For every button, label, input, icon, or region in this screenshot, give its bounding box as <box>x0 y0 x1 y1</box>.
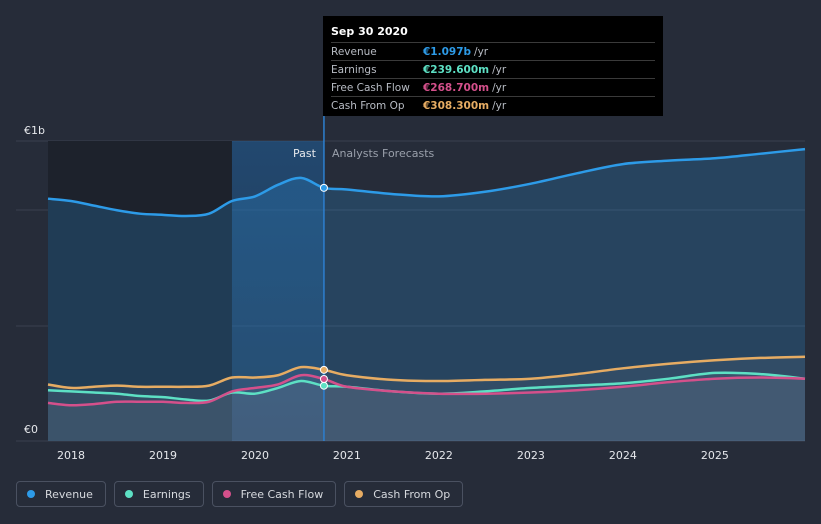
tooltip-label: Earnings <box>331 64 423 76</box>
legend: Revenue Earnings Free Cash Flow Cash Fro… <box>16 481 463 507</box>
tooltip-row-revenue: Revenue €1.097b /yr <box>331 42 655 60</box>
tooltip-row-cash-from-op: Cash From Op €308.300m /yr <box>331 96 655 114</box>
tooltip-label: Cash From Op <box>331 100 423 112</box>
tooltip-value: €1.097b <box>423 46 471 58</box>
tooltip-unit: /yr <box>492 100 506 112</box>
forecast-label: Analysts Forecasts <box>332 147 435 160</box>
data-point-marker <box>320 382 327 389</box>
x-tick-label: 2024 <box>609 449 637 462</box>
tooltip-date: Sep 30 2020 <box>331 25 655 38</box>
tooltip-unit: /yr <box>492 64 506 76</box>
tooltip-unit: /yr <box>474 46 488 58</box>
x-tick-label: 2019 <box>149 449 177 462</box>
data-point-marker <box>320 184 327 191</box>
legend-item-free-cash-flow[interactable]: Free Cash Flow <box>212 481 337 507</box>
legend-dot-icon <box>27 490 35 498</box>
x-tick-label: 2023 <box>517 449 545 462</box>
data-point-marker <box>320 366 327 373</box>
tooltip-row-earnings: Earnings €239.600m /yr <box>331 60 655 78</box>
tooltip-value: €268.700m <box>423 82 489 94</box>
legend-item-cash-from-op[interactable]: Cash From Op <box>344 481 463 507</box>
tooltip-row-free-cash-flow: Free Cash Flow €268.700m /yr <box>331 78 655 96</box>
legend-label: Cash From Op <box>373 488 450 501</box>
legend-dot-icon <box>125 490 133 498</box>
legend-label: Earnings <box>143 488 191 501</box>
x-tick-label: 2025 <box>701 449 729 462</box>
data-point-marker <box>320 375 327 382</box>
legend-dot-icon <box>355 490 363 498</box>
legend-label: Free Cash Flow <box>241 488 324 501</box>
tooltip-label: Revenue <box>331 46 423 58</box>
tooltip-unit: /yr <box>492 82 506 94</box>
x-tick-label: 2020 <box>241 449 269 462</box>
x-tick-label: 2018 <box>57 449 85 462</box>
legend-item-earnings[interactable]: Earnings <box>114 481 204 507</box>
x-tick-label: 2021 <box>333 449 361 462</box>
past-label: Past <box>293 147 317 160</box>
tooltip-label: Free Cash Flow <box>331 82 423 94</box>
legend-dot-icon <box>223 490 231 498</box>
tooltip-value: €308.300m <box>423 100 489 112</box>
legend-item-revenue[interactable]: Revenue <box>16 481 106 507</box>
tooltip-value: €239.600m <box>423 64 489 76</box>
y-axis-label-zero: €0 <box>24 423 38 436</box>
legend-label: Revenue <box>45 488 93 501</box>
tooltip: Sep 30 2020 Revenue €1.097b /yr Earnings… <box>323 16 663 116</box>
y-axis-label-top: €1b <box>24 124 45 137</box>
x-tick-label: 2022 <box>425 449 453 462</box>
